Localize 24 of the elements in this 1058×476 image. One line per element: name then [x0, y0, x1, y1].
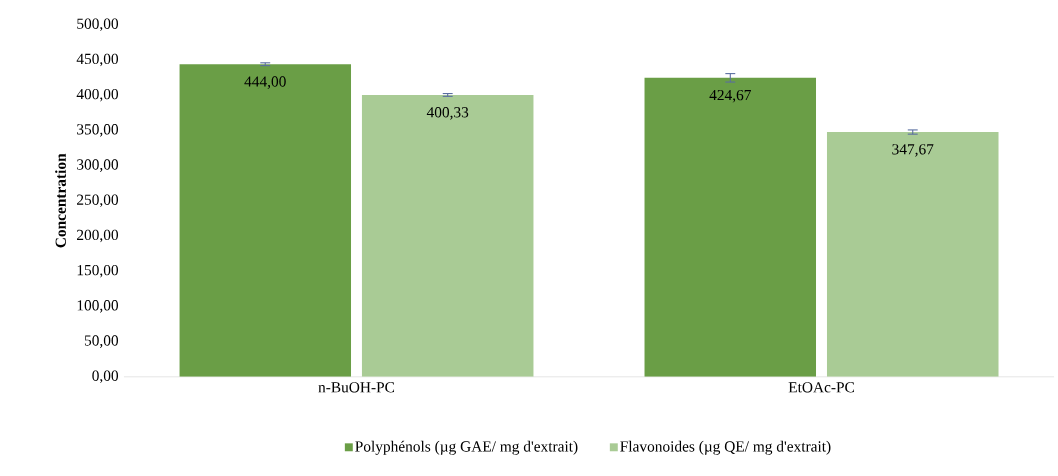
bar [179, 64, 352, 377]
data-label: 347,67 [892, 144, 934, 157]
y-tick-label: 500,00 [77, 18, 119, 32]
legend-label: Flavonoides (µg QE/ mg d'extrait) [620, 440, 831, 455]
y-tick-label: 300,00 [77, 159, 119, 172]
y-tick-label: 200,00 [77, 229, 119, 243]
bar [361, 94, 534, 377]
y-tick-label: 100,00 [77, 300, 119, 313]
y-axis-title: Concentration [55, 153, 66, 248]
data-label: 400,33 [426, 107, 469, 120]
bar [826, 132, 999, 377]
legend-label: Polyphénols (µg GAE/ mg d'extrait) [355, 440, 578, 455]
y-tick-label: 350,00 [77, 124, 119, 137]
y-tick-label: 450,00 [76, 53, 119, 67]
y-tick-label: 250,00 [77, 194, 119, 208]
bar [644, 77, 817, 377]
x-tick-label: n-BuOH-PC [318, 382, 395, 393]
data-label: 444,00 [244, 76, 286, 89]
y-tick-label: 0,00 [92, 370, 119, 384]
y-tick-label: 150,00 [77, 264, 119, 278]
y-tick-label: 400,00 [76, 88, 119, 102]
data-label: 424,67 [709, 89, 751, 103]
x-tick-label: EtOAc-PC [788, 382, 854, 393]
y-tick-label: 50,00 [84, 335, 119, 348]
